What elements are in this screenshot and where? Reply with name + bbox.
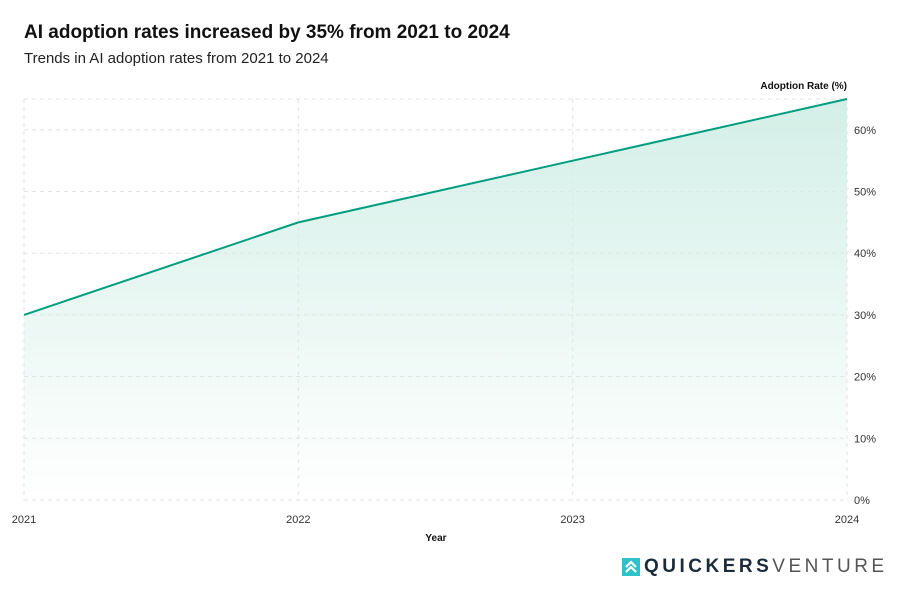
logo: QUICKERS VENTURE	[622, 556, 888, 578]
chart-subtitle: Trends in AI adoption rates from 2021 to…	[24, 50, 329, 67]
x-tick-label: 2023	[560, 514, 584, 526]
chart-title: AI adoption rates increased by 35% from …	[24, 22, 510, 43]
double-chevron-up-icon	[622, 558, 640, 576]
x-tick-label: 2024	[835, 514, 859, 526]
y-tick-label: 60%	[854, 125, 876, 137]
logo-light-text: VENTURE	[772, 556, 888, 577]
y-tick-label: 30%	[854, 310, 876, 322]
y-tick-label: 0%	[854, 495, 870, 507]
series-line	[23, 98, 848, 316]
x-tick-label: 2022	[286, 514, 310, 526]
area-fill	[24, 99, 847, 500]
y-tick-label: 10%	[854, 433, 876, 445]
y-tick-label: 20%	[854, 372, 876, 384]
y-axis-label: Adoption Rate (%)	[760, 81, 847, 92]
x-axis-label: Year	[425, 533, 446, 544]
y-tick-label: 40%	[854, 248, 876, 260]
y-tick-label: 50%	[854, 187, 876, 199]
x-tick-label: 2021	[12, 514, 36, 526]
logo-bold-text: QUICKERS	[644, 556, 773, 577]
